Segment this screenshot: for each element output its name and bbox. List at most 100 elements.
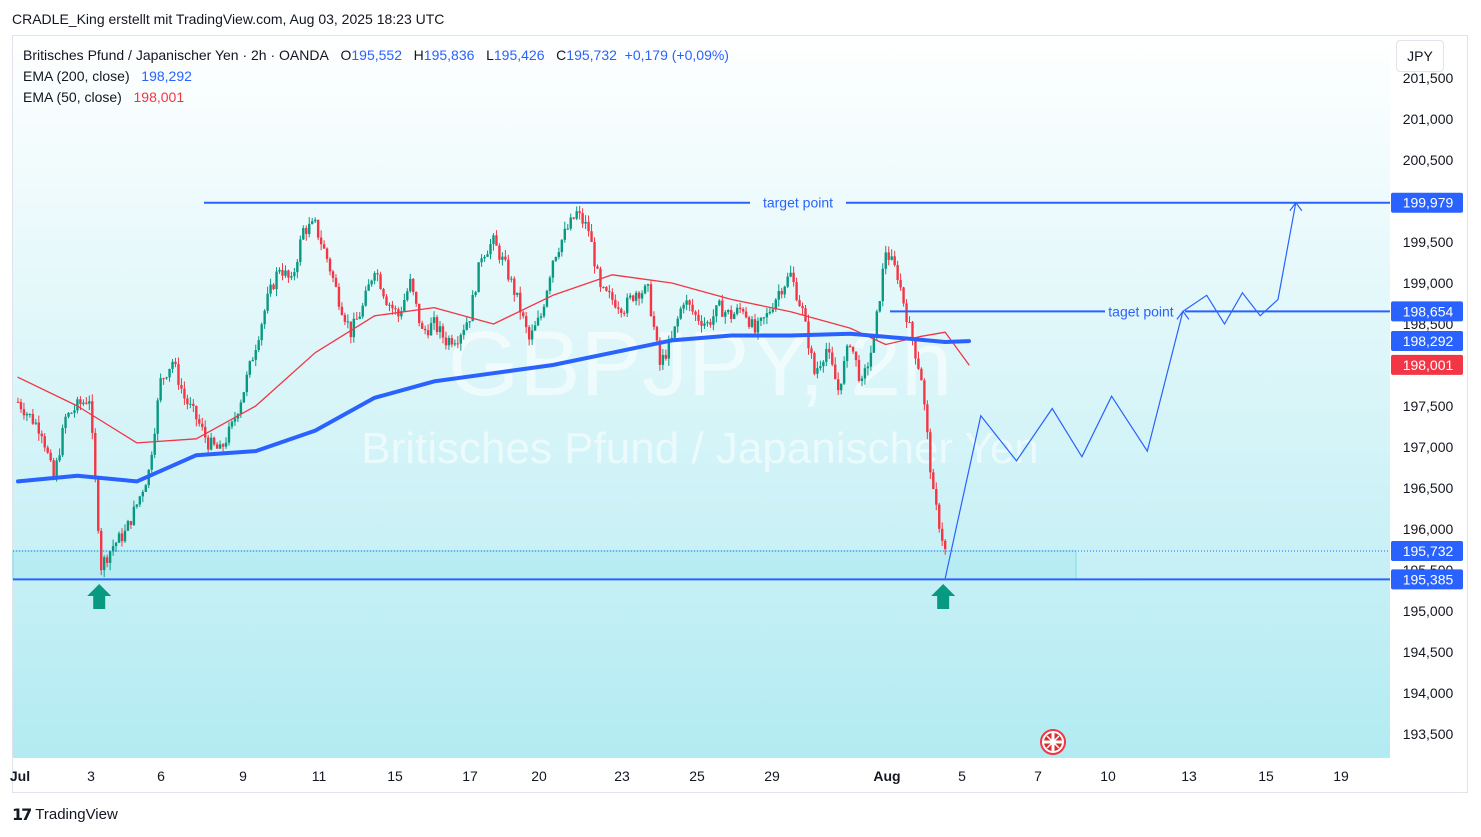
candle[interactable] bbox=[747, 315, 751, 329]
candle[interactable] bbox=[117, 531, 121, 543]
candle[interactable] bbox=[605, 286, 608, 292]
candle[interactable] bbox=[183, 381, 186, 405]
candle[interactable] bbox=[46, 445, 49, 454]
candle[interactable] bbox=[810, 345, 813, 359]
candle[interactable] bbox=[263, 309, 266, 329]
candle[interactable] bbox=[67, 411, 70, 419]
candle[interactable] bbox=[388, 302, 391, 312]
candle[interactable] bbox=[94, 428, 97, 483]
candle[interactable] bbox=[712, 309, 715, 331]
candle[interactable] bbox=[631, 294, 635, 303]
candle[interactable] bbox=[25, 411, 29, 422]
candle[interactable] bbox=[521, 310, 525, 319]
candle[interactable] bbox=[192, 399, 195, 413]
candle[interactable] bbox=[248, 360, 251, 378]
candle[interactable] bbox=[97, 475, 100, 534]
candle[interactable] bbox=[361, 302, 364, 319]
candle[interactable] bbox=[489, 238, 492, 260]
candle[interactable] bbox=[732, 311, 736, 320]
candle[interactable] bbox=[759, 316, 763, 327]
currency-button[interactable]: JPY bbox=[1396, 40, 1444, 72]
candle[interactable] bbox=[281, 263, 284, 281]
candle[interactable] bbox=[721, 294, 724, 317]
candle[interactable] bbox=[409, 273, 412, 293]
candle[interactable] bbox=[854, 351, 858, 367]
candle[interactable] bbox=[215, 442, 219, 449]
candle[interactable] bbox=[174, 357, 177, 368]
candle[interactable] bbox=[768, 308, 772, 315]
candle[interactable] bbox=[905, 299, 908, 328]
candle[interactable] bbox=[831, 346, 834, 367]
candle[interactable] bbox=[337, 283, 341, 311]
candle[interactable] bbox=[542, 303, 546, 319]
candle[interactable] bbox=[129, 520, 133, 529]
candle[interactable] bbox=[251, 356, 254, 362]
candle[interactable] bbox=[881, 263, 884, 307]
candle[interactable] bbox=[887, 246, 890, 266]
candle[interactable] bbox=[697, 309, 700, 325]
candle[interactable] bbox=[932, 468, 935, 490]
candle[interactable] bbox=[584, 215, 587, 229]
candle[interactable] bbox=[911, 320, 914, 346]
candle[interactable] bbox=[539, 313, 543, 321]
candle[interactable] bbox=[233, 411, 237, 426]
candle[interactable] bbox=[938, 502, 941, 533]
candle[interactable] bbox=[141, 489, 145, 503]
candle[interactable] bbox=[602, 286, 605, 289]
candle[interactable] bbox=[664, 349, 668, 361]
candle[interactable] bbox=[423, 325, 427, 335]
candle[interactable] bbox=[822, 359, 825, 373]
candle[interactable] bbox=[22, 402, 26, 420]
candle[interactable] bbox=[195, 405, 198, 427]
candle[interactable] bbox=[816, 361, 819, 379]
candle[interactable] bbox=[114, 541, 118, 552]
candle[interactable] bbox=[171, 359, 174, 373]
candle[interactable] bbox=[302, 225, 305, 241]
candle[interactable] bbox=[572, 217, 575, 220]
candle[interactable] bbox=[150, 451, 153, 473]
ema50-line[interactable] bbox=[17, 274, 970, 444]
candle[interactable] bbox=[230, 420, 234, 430]
candle[interactable] bbox=[346, 314, 350, 329]
candle[interactable] bbox=[590, 224, 593, 243]
candle[interactable] bbox=[31, 408, 35, 425]
candle[interactable] bbox=[813, 351, 816, 376]
candle[interactable] bbox=[126, 519, 130, 532]
candle[interactable] bbox=[403, 293, 406, 312]
ema200-line[interactable] bbox=[16, 331, 971, 484]
candle[interactable] bbox=[620, 307, 623, 318]
candle[interactable] bbox=[162, 377, 165, 385]
candle[interactable] bbox=[551, 259, 555, 283]
candle[interactable] bbox=[331, 269, 335, 283]
candle[interactable] bbox=[180, 378, 183, 394]
candle[interactable] bbox=[581, 208, 584, 228]
candle[interactable] bbox=[718, 299, 721, 307]
candle[interactable] bbox=[272, 283, 275, 291]
candle[interactable] bbox=[305, 225, 308, 241]
candle[interactable] bbox=[878, 301, 882, 313]
candle[interactable] bbox=[935, 482, 938, 511]
candle[interactable] bbox=[123, 524, 127, 543]
candle[interactable] bbox=[227, 422, 231, 446]
candle[interactable] bbox=[819, 360, 822, 371]
candle[interactable] bbox=[189, 397, 192, 409]
candle[interactable] bbox=[795, 277, 798, 302]
candle[interactable] bbox=[153, 428, 156, 459]
candle[interactable] bbox=[735, 304, 739, 316]
candle[interactable] bbox=[504, 250, 507, 262]
candle[interactable] bbox=[730, 305, 733, 323]
candle[interactable] bbox=[777, 284, 780, 307]
candle[interactable] bbox=[334, 274, 338, 288]
candle[interactable] bbox=[510, 276, 513, 283]
candle[interactable] bbox=[88, 395, 91, 411]
candle[interactable] bbox=[85, 397, 88, 405]
candle[interactable] bbox=[385, 294, 388, 306]
candle[interactable] bbox=[685, 294, 688, 311]
candle[interactable] bbox=[703, 317, 706, 329]
candle[interactable] bbox=[706, 320, 709, 327]
candle[interactable] bbox=[165, 376, 168, 380]
candle[interactable] bbox=[43, 433, 46, 452]
candle[interactable] bbox=[923, 378, 926, 411]
candle[interactable] bbox=[453, 339, 457, 347]
candle[interactable] bbox=[340, 302, 344, 316]
